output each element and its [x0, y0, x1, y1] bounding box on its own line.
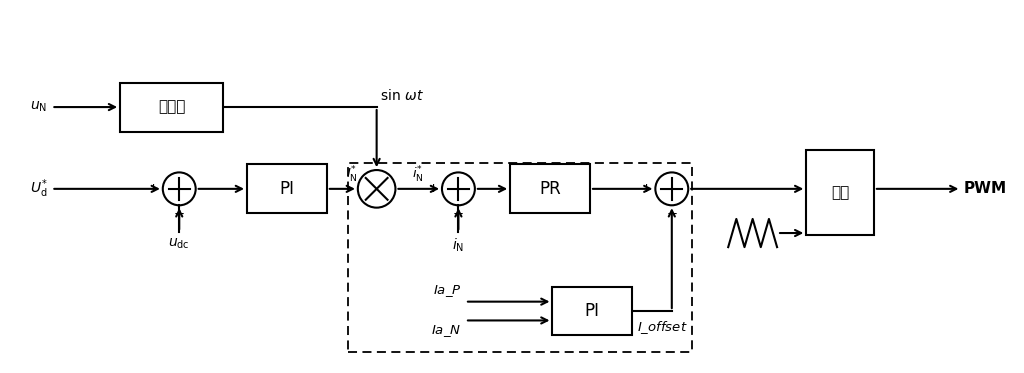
Text: −: −: [453, 208, 464, 221]
Text: 锁相环: 锁相环: [158, 100, 185, 115]
Text: $I\_offset$: $I\_offset$: [637, 319, 688, 335]
FancyBboxPatch shape: [120, 83, 223, 132]
Text: +: +: [148, 182, 159, 195]
Text: $I_\mathrm{N}^{*}$: $I_\mathrm{N}^{*}$: [346, 165, 357, 185]
Text: PI: PI: [280, 180, 294, 198]
Text: −: −: [667, 208, 677, 221]
FancyBboxPatch shape: [806, 150, 873, 235]
Text: $i_\mathrm{N}$: $i_\mathrm{N}$: [453, 237, 465, 254]
Text: +: +: [427, 182, 438, 195]
Text: PI: PI: [585, 302, 600, 320]
Text: $Ia\_P$: $Ia\_P$: [432, 283, 461, 299]
Text: $u_\mathrm{dc}$: $u_\mathrm{dc}$: [168, 237, 190, 251]
FancyBboxPatch shape: [552, 286, 632, 335]
Text: PWM: PWM: [964, 181, 1007, 196]
Text: $u_\mathrm{N}$: $u_\mathrm{N}$: [31, 100, 48, 114]
Text: $U_\mathrm{d}^{*}$: $U_\mathrm{d}^{*}$: [30, 178, 48, 200]
Text: $i_\mathrm{N}^{*}$: $i_\mathrm{N}^{*}$: [412, 165, 423, 185]
Text: −: −: [174, 208, 184, 221]
Text: $Ia\_N$: $Ia\_N$: [431, 323, 461, 339]
Text: $\sin\,\omega t$: $\sin\,\omega t$: [380, 88, 424, 103]
Text: 比较: 比较: [830, 185, 849, 200]
Text: +: +: [641, 182, 651, 195]
FancyBboxPatch shape: [510, 164, 590, 213]
FancyBboxPatch shape: [247, 164, 327, 213]
Text: PR: PR: [540, 180, 561, 198]
